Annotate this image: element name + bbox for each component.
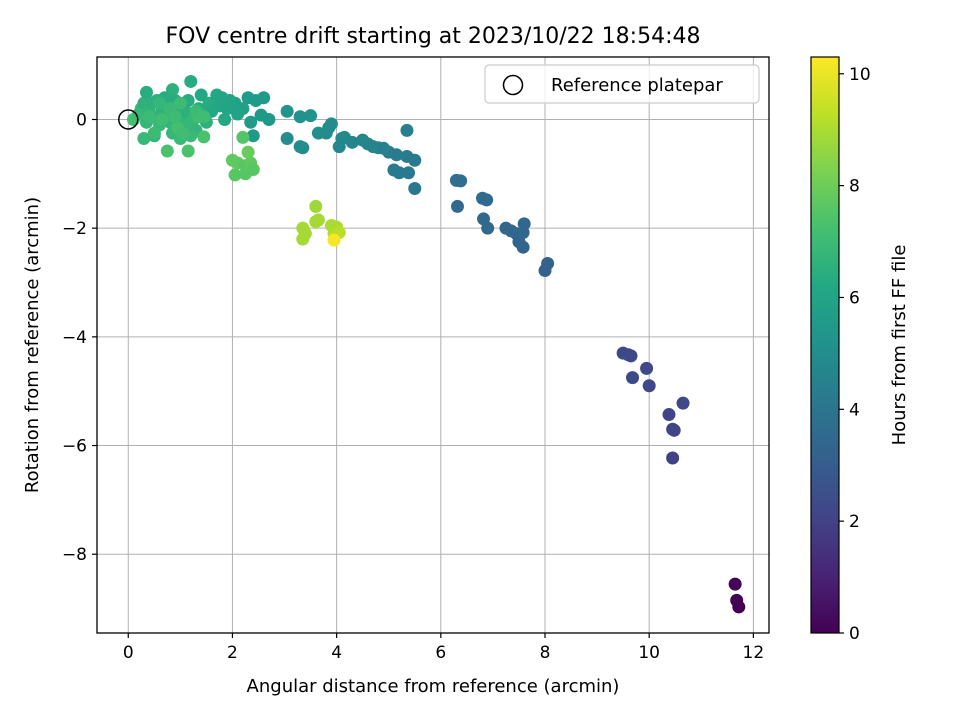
data-point [155, 112, 169, 126]
data-point [184, 74, 198, 88]
data-point [392, 166, 406, 180]
data-point [377, 141, 391, 155]
data-point [666, 451, 680, 465]
colorbar-tick-label: 10 [849, 65, 871, 85]
colorbar-tick-label: 8 [849, 177, 860, 197]
y-tick-label: −4 [62, 328, 87, 348]
data-point [296, 232, 310, 246]
data-point [244, 115, 258, 129]
data-point [280, 132, 294, 146]
x-tick-label: 4 [331, 643, 342, 663]
data-point [241, 145, 255, 159]
data-point [728, 577, 742, 591]
x-axis-label: Angular distance from reference (arcmin) [247, 676, 620, 697]
legend-marker [502, 74, 524, 96]
y-tick-label: 0 [76, 110, 87, 130]
data-point [322, 121, 336, 135]
legend-box [484, 64, 760, 104]
data-point [139, 85, 153, 99]
reference-platepar-marker [118, 109, 139, 130]
data-point [481, 221, 495, 235]
x-tick-label: 8 [540, 643, 551, 663]
data-point [218, 112, 232, 126]
data-point [173, 96, 187, 110]
data-point [676, 396, 690, 410]
data-point [345, 135, 359, 149]
colorbar-gradient [810, 56, 840, 634]
data-point [304, 109, 318, 123]
plot-frame [96, 56, 770, 634]
data-point [327, 233, 341, 247]
data-point [517, 217, 531, 231]
data-point [176, 126, 190, 140]
data-point [280, 104, 294, 118]
x-tick-label: 12 [743, 643, 765, 663]
data-point [732, 600, 746, 614]
data-point [293, 110, 307, 124]
y-axis-label: Rotation from reference (arcmin) [22, 197, 43, 493]
legend-label: Reference platepar [551, 75, 723, 96]
data-point [450, 199, 464, 213]
data-point [408, 182, 422, 196]
data-point [153, 96, 167, 110]
data-points [126, 74, 746, 614]
data-point [231, 107, 245, 121]
y-tick-label: −8 [62, 545, 87, 565]
data-point [197, 130, 211, 144]
colorbar-tick-label: 4 [849, 400, 860, 420]
data-point [194, 88, 208, 102]
data-point [400, 123, 414, 137]
colorbar-label: Hours from first FF file [889, 245, 910, 446]
data-point [137, 132, 151, 146]
colorbar: 0 2 4 6 8 10 Hours from first FF file [810, 56, 910, 644]
data-point [480, 193, 494, 207]
data-point [168, 110, 182, 124]
data-point [160, 144, 174, 158]
data-point [642, 379, 656, 393]
legend: Reference platepar [484, 64, 760, 104]
y-tick-label: −2 [62, 219, 87, 239]
data-point [142, 110, 156, 124]
data-point [215, 91, 229, 105]
data-point [246, 129, 260, 143]
colorbar-tick-label: 6 [849, 288, 860, 308]
data-point [667, 423, 681, 437]
data-point [408, 153, 422, 167]
data-point [262, 112, 276, 126]
chart-title: FOV centre drift starting at 2023/10/22 … [166, 24, 701, 49]
colorbar-tick-label: 0 [849, 624, 860, 644]
data-point [516, 240, 530, 254]
data-point [309, 215, 323, 229]
data-point [236, 130, 250, 144]
data-point [197, 110, 211, 124]
data-point [640, 361, 654, 375]
data-point [181, 144, 195, 158]
data-point [402, 166, 416, 180]
data-point [624, 349, 638, 363]
data-point [147, 126, 161, 140]
data-point [220, 102, 234, 116]
x-tick-label: 0 [123, 643, 134, 663]
y-tick-label: −6 [62, 437, 87, 457]
data-point [332, 140, 346, 154]
data-point [309, 199, 323, 213]
x-tick-label: 6 [435, 643, 446, 663]
y-axis-ticks: 0 −2 −4 −6 −8 [62, 110, 97, 565]
x-tick-label: 2 [227, 643, 238, 663]
data-point [390, 148, 404, 162]
data-point [257, 91, 271, 105]
data-point [626, 371, 640, 385]
data-point [166, 83, 180, 97]
data-point [296, 141, 310, 155]
x-tick-label: 10 [638, 643, 660, 663]
data-point [238, 167, 252, 181]
data-point [538, 264, 552, 278]
colorbar-ticks: 0 2 4 6 8 10 [839, 65, 871, 644]
data-point [662, 408, 676, 422]
x-axis-ticks: 0 2 4 6 8 10 12 [123, 633, 764, 663]
colorbar-tick-label: 2 [849, 512, 860, 532]
data-point [228, 168, 242, 182]
data-point [454, 174, 468, 188]
